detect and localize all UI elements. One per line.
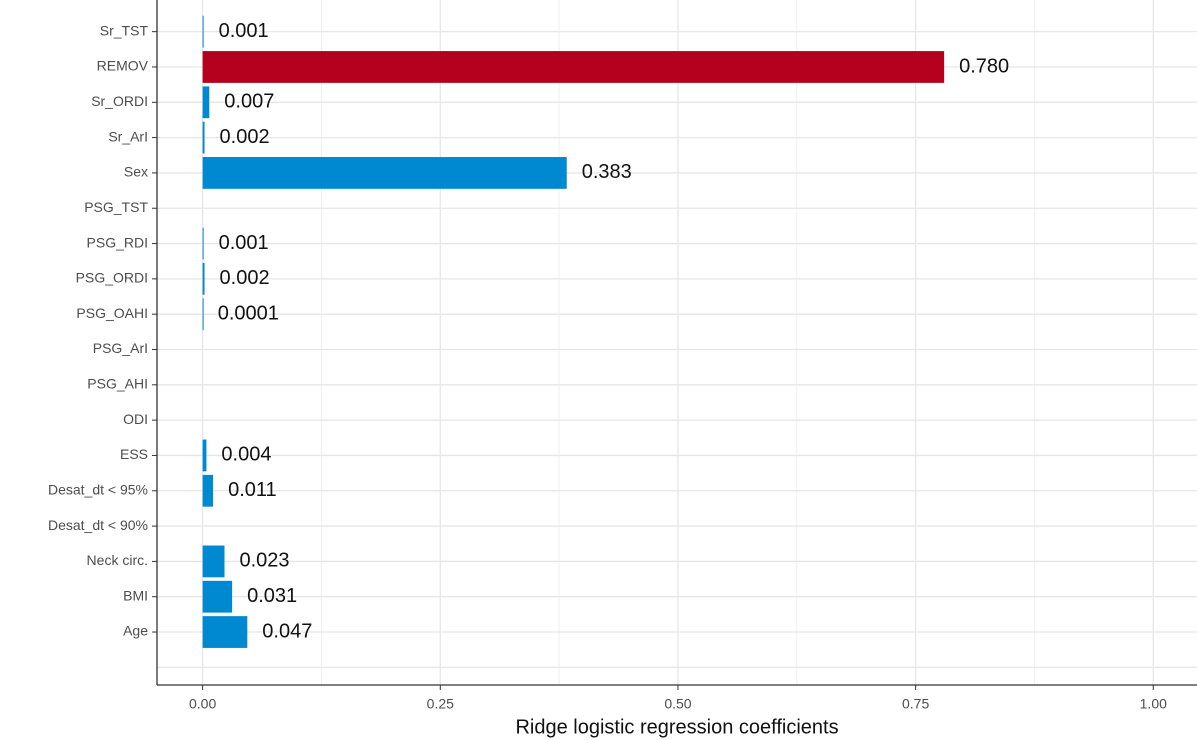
bar xyxy=(202,15,204,48)
y-tick-label: Age xyxy=(123,623,148,639)
y-tick-label: Sr_TST xyxy=(100,22,149,38)
value-label: 0.383 xyxy=(582,161,632,183)
y-tick-label: ODI xyxy=(123,411,148,427)
x-tick-label: 0.50 xyxy=(664,696,691,712)
y-tick-label: Desat_dt < 95% xyxy=(48,481,148,497)
bar xyxy=(202,545,225,578)
y-tick-label: Sex xyxy=(124,164,148,180)
bar xyxy=(202,51,945,83)
x-tick-label: 1.00 xyxy=(1140,696,1167,712)
value-label: 0.031 xyxy=(247,585,297,607)
value-label: 0.047 xyxy=(262,620,312,642)
value-label: 0.0001 xyxy=(218,302,279,324)
y-tick-label: Desat_dt < 90% xyxy=(48,517,148,533)
bar xyxy=(202,121,205,154)
value-label: 0.004 xyxy=(221,444,271,466)
bar xyxy=(202,227,204,260)
bar xyxy=(202,616,248,648)
bar xyxy=(202,298,204,331)
x-tick-label: 0.75 xyxy=(902,696,929,712)
x-tick-label: 0.00 xyxy=(189,696,216,712)
y-tick-label: Sr_ORDI xyxy=(91,93,148,109)
bar xyxy=(202,157,567,189)
value-label: 0.001 xyxy=(219,232,269,254)
value-label: 0.001 xyxy=(219,20,269,42)
y-tick-label: PSG_ORDI xyxy=(76,270,148,286)
value-label: 0.780 xyxy=(959,55,1009,77)
bar xyxy=(202,262,205,295)
bar xyxy=(202,439,207,472)
y-tick-label: ESS xyxy=(120,446,148,462)
value-label: 0.007 xyxy=(224,91,274,113)
bar xyxy=(202,86,210,119)
y-tick-label: REMOV xyxy=(97,58,149,74)
x-axis-title: Ridge logistic regression coefficients xyxy=(515,716,838,738)
y-tick-label: PSG_ArI xyxy=(93,340,148,356)
value-label: 0.002 xyxy=(220,267,270,289)
bar xyxy=(202,580,233,613)
x-tick-label: 0.25 xyxy=(427,696,454,712)
y-tick-label: PSG_TST xyxy=(84,199,148,215)
y-tick-label: PSG_AHI xyxy=(87,376,148,392)
bar xyxy=(202,474,214,507)
y-tick-label: Neck circ. xyxy=(87,552,148,568)
y-tick-label: BMI xyxy=(123,587,148,603)
y-tick-label: PSG_OAHI xyxy=(76,305,148,321)
value-label: 0.023 xyxy=(239,550,289,572)
value-label: 0.002 xyxy=(220,126,270,148)
y-tick-label: Sr_ArI xyxy=(108,128,148,144)
y-tick-label: PSG_RDI xyxy=(87,234,148,250)
value-label: 0.011 xyxy=(228,479,277,501)
